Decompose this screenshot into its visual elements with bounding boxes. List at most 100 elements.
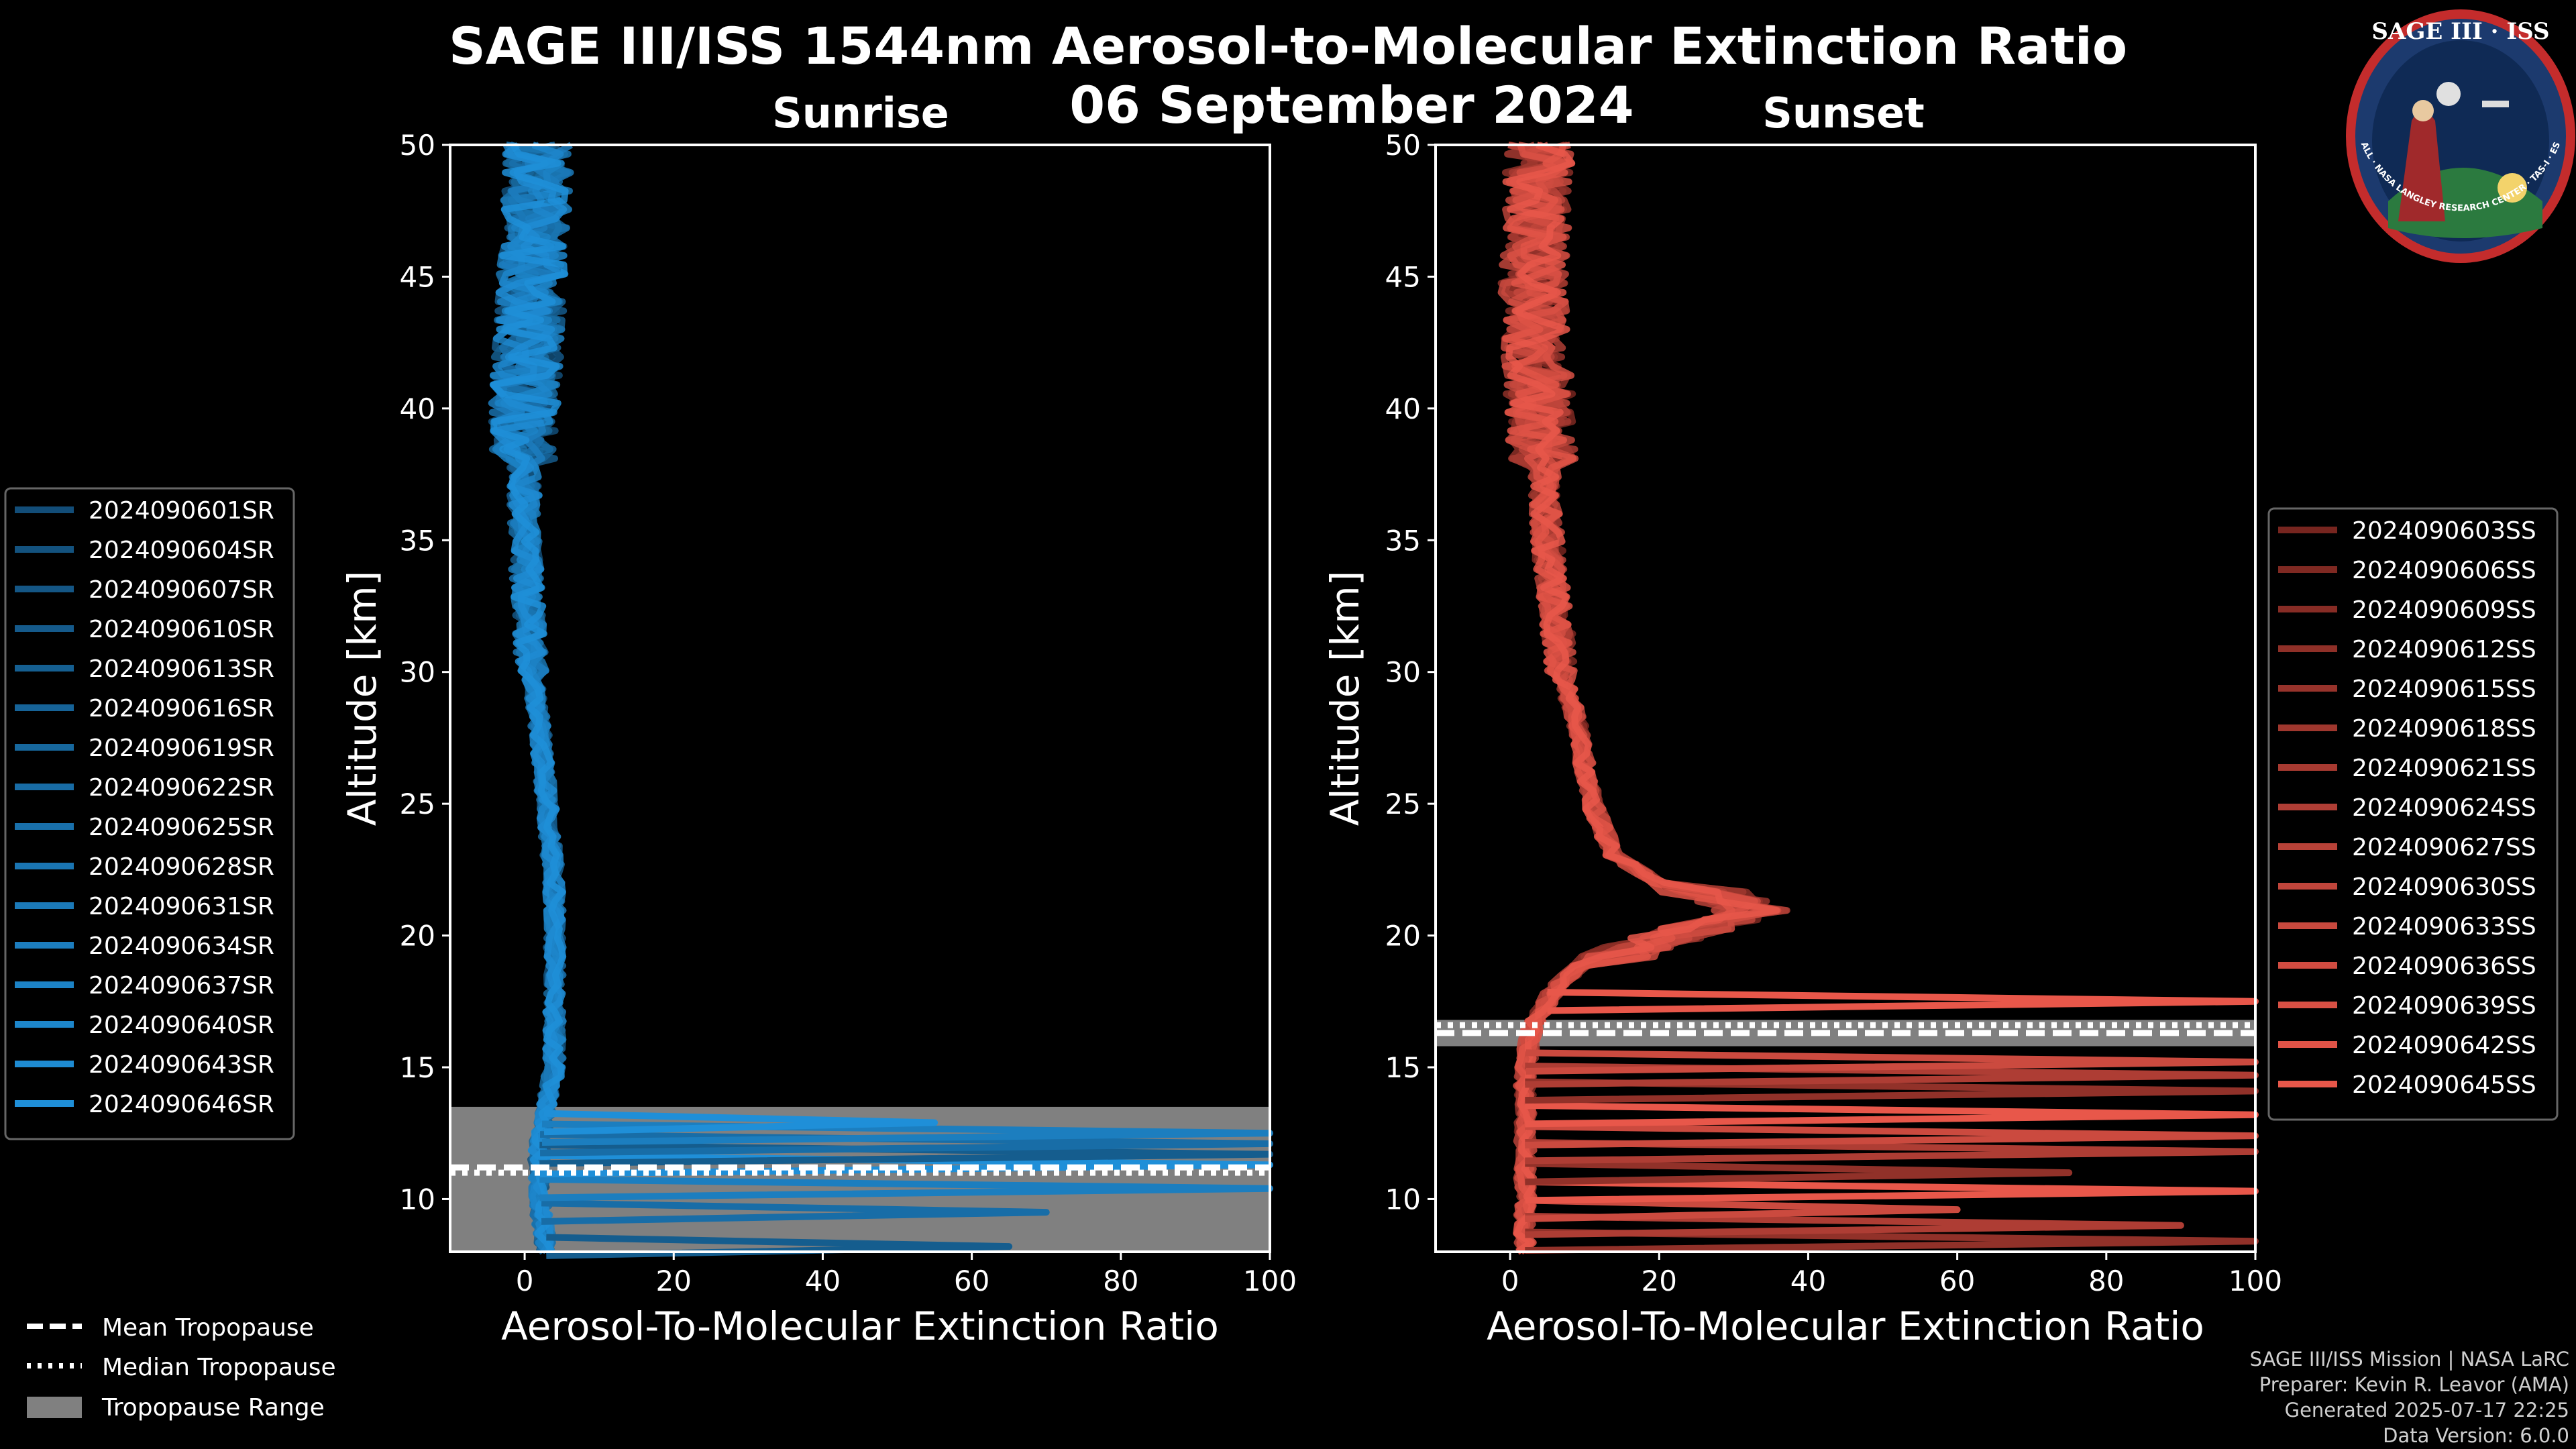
legend-label: 2024090621SS bbox=[2352, 755, 2536, 782]
x-tick-label: 80 bbox=[2088, 1265, 2124, 1297]
mean-tropopause-label: Mean Tropopause bbox=[102, 1314, 314, 1342]
legend-label: 2024090633SS bbox=[2352, 913, 2536, 941]
figure-title: SAGE III/ISS 1544nm Aerosol-to-Molecular… bbox=[449, 16, 2127, 76]
legend-label: 2024090640SR bbox=[89, 1012, 274, 1039]
x-tick-label: 60 bbox=[954, 1265, 989, 1297]
x-tick-label: 0 bbox=[516, 1265, 534, 1297]
profile-line-2024090646SR bbox=[490, 143, 569, 1254]
legend-label: 2024090642SS bbox=[2352, 1032, 2536, 1059]
profile-spike bbox=[1525, 1160, 2073, 1185]
sunrise-axes-frame bbox=[449, 144, 1271, 1253]
legend-label: 2024090619SR bbox=[89, 735, 274, 762]
sunrise-legend: 2024090601SR 2024090604SR 2024090607SR 2024… bbox=[4, 487, 295, 1140]
x-tick-label: 80 bbox=[1103, 1265, 1138, 1297]
y-tick-label: 50 bbox=[400, 129, 435, 162]
legend-label: 2024090628SR bbox=[89, 853, 274, 881]
profile-spike bbox=[1525, 1197, 1961, 1222]
logo-sun bbox=[2498, 173, 2527, 203]
y-tick-label: 15 bbox=[1385, 1051, 1421, 1084]
legend-box bbox=[4, 487, 295, 1140]
y-tick-label: 50 bbox=[1385, 129, 1421, 162]
legend-label: 2024090601SR bbox=[89, 497, 274, 525]
y-tick-label: 30 bbox=[1385, 656, 1421, 689]
footer: SAGE III/ISS Mission | NASA LaRC Prepare… bbox=[2250, 1348, 2569, 1447]
logo-figure-head bbox=[2412, 100, 2434, 121]
logo-station bbox=[2482, 101, 2509, 107]
sunset-subtitle: Sunset bbox=[1762, 89, 1925, 138]
legend-label: 2024090604SR bbox=[89, 537, 274, 564]
legend-label: 2024090627SS bbox=[2352, 834, 2536, 861]
legend-label: 2024090631SR bbox=[89, 893, 274, 920]
x-tick-label: 40 bbox=[1790, 1265, 1826, 1297]
logo-moon bbox=[2436, 82, 2461, 106]
x-tick-label: 0 bbox=[1501, 1265, 1519, 1297]
figure-date: 06 September 2024 bbox=[1069, 75, 1633, 135]
tropopause-range-label: Tropopause Range bbox=[101, 1394, 325, 1421]
legend-label: 2024090616SR bbox=[89, 695, 274, 722]
x-tick-label: 100 bbox=[2229, 1265, 2282, 1297]
median-tropopause-label: Median Tropopause bbox=[102, 1354, 336, 1381]
y-tick-label: 25 bbox=[400, 788, 435, 820]
footer-generated: Generated 2025-07-17 22:25 bbox=[2285, 1399, 2569, 1421]
sunset-panel: 0 20 40 60 80 100 10 15 20 25 30 35 40 45 50 Altitude … bbox=[1322, 129, 2282, 1349]
sunrise-ylabel: Altitude [km] bbox=[339, 571, 385, 826]
x-tick-label: 100 bbox=[1243, 1265, 1297, 1297]
sunrise-subtitle: Sunrise bbox=[772, 89, 949, 138]
tropopause-legend: Mean Tropopause Median Tropopause Tropop… bbox=[27, 1314, 336, 1421]
tropopause-range-swatch bbox=[27, 1397, 82, 1418]
y-tick-label: 40 bbox=[400, 392, 435, 425]
sunset-ylabel: Altitude [km] bbox=[1322, 571, 1368, 826]
y-tick-label: 35 bbox=[400, 524, 435, 557]
legend-label: 2024090612SS bbox=[2352, 636, 2536, 663]
legend-label: 2024090613SR bbox=[89, 655, 274, 683]
legend-label: 2024090610SR bbox=[89, 616, 274, 643]
legend-label: 2024090643SR bbox=[89, 1051, 274, 1079]
legend-label: 2024090607SR bbox=[89, 576, 274, 604]
profile-spike bbox=[543, 1110, 938, 1136]
logo-title: SAGE III · ISS bbox=[2371, 18, 2549, 45]
sunset-legend: 2024090603SS 2024090606SS 2024090609SS 2024… bbox=[2267, 507, 2559, 1121]
legend-label: 2024090609SS bbox=[2352, 596, 2536, 624]
sunrise-panel: 0 20 40 60 80 100 10 15 20 25 30 35 40 45 50 Altitude … bbox=[339, 129, 1297, 1349]
y-tick-label: 15 bbox=[400, 1051, 435, 1084]
legend-label: 2024090639SS bbox=[2352, 992, 2536, 1020]
y-tick-label: 10 bbox=[400, 1183, 435, 1216]
profile-line-2024090643SR bbox=[489, 142, 569, 1253]
legend-label: 2024090625SR bbox=[89, 814, 274, 841]
legend-label: 2024090636SS bbox=[2352, 953, 2536, 980]
y-tick-label: 20 bbox=[1385, 920, 1421, 953]
x-tick-label: 20 bbox=[656, 1265, 692, 1297]
legend-label: 2024090603SS bbox=[2352, 517, 2536, 545]
y-tick-label: 45 bbox=[400, 260, 435, 293]
y-tick-label: 45 bbox=[1385, 260, 1421, 293]
legend-label: 2024090645SS bbox=[2352, 1071, 2536, 1099]
y-tick-label: 10 bbox=[1385, 1183, 1421, 1216]
legend-label: 2024090615SS bbox=[2352, 676, 2536, 703]
y-tick-label: 30 bbox=[400, 656, 435, 689]
legend-label: 2024090622SR bbox=[89, 774, 274, 802]
sunrise-xlabel: Aerosol-To-Molecular Extinction Ratio bbox=[501, 1303, 1219, 1349]
x-tick-label: 40 bbox=[805, 1265, 841, 1297]
legend-label: 2024090646SR bbox=[89, 1091, 274, 1118]
footer-mission: SAGE III/ISS Mission | NASA LaRC bbox=[2250, 1348, 2569, 1371]
sunset-axes-frame bbox=[1434, 144, 2257, 1253]
profile-spike bbox=[1525, 1212, 2184, 1238]
x-tick-label: 60 bbox=[1939, 1265, 1975, 1297]
y-tick-label: 20 bbox=[400, 920, 435, 953]
sunset-xlabel: Aerosol-To-Molecular Extinction Ratio bbox=[1487, 1303, 2204, 1349]
legend-label: 2024090618SS bbox=[2352, 715, 2536, 743]
y-tick-label: 35 bbox=[1385, 524, 1421, 557]
profile-spike bbox=[541, 1199, 1050, 1225]
footer-version: Data Version: 6.0.0 bbox=[2383, 1424, 2569, 1447]
logo-figure bbox=[2398, 111, 2445, 221]
legend-label: 2024090634SR bbox=[89, 932, 274, 960]
x-tick-label: 20 bbox=[1642, 1265, 1677, 1297]
legend-label: 2024090630SS bbox=[2352, 873, 2536, 901]
y-tick-label: 40 bbox=[1385, 392, 1421, 425]
footer-preparer: Preparer: Kevin R. Leavor (AMA) bbox=[2259, 1373, 2569, 1396]
legend-box bbox=[2267, 507, 2559, 1121]
legend-label: 2024090624SS bbox=[2352, 794, 2536, 822]
legend-label: 2024090606SS bbox=[2352, 557, 2536, 584]
legend-label: 2024090637SR bbox=[89, 972, 274, 1000]
